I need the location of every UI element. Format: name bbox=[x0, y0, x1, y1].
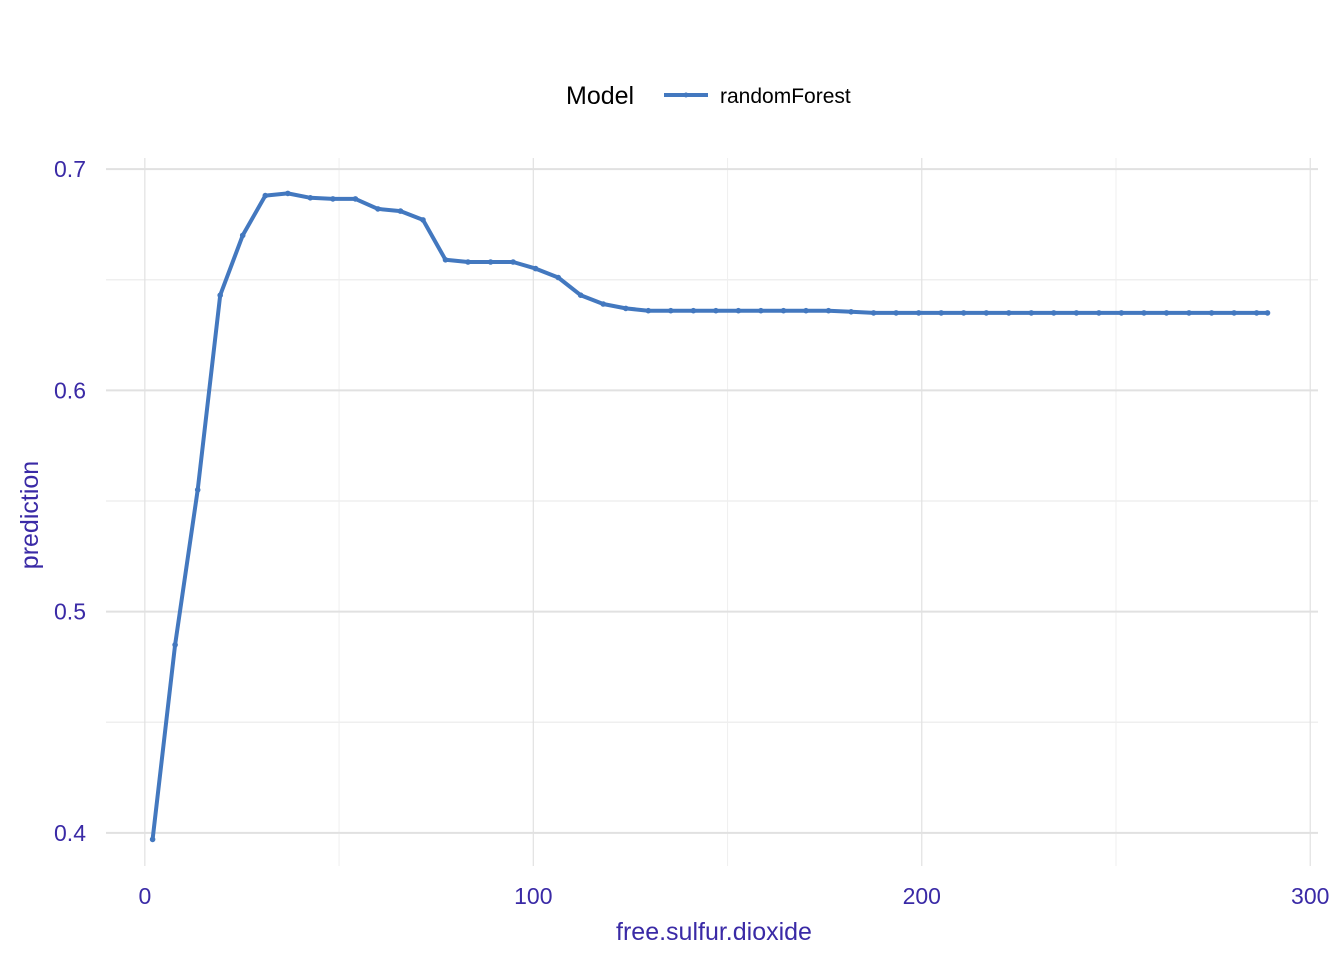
x-tick-label: 200 bbox=[903, 883, 941, 909]
data-point bbox=[1186, 310, 1192, 316]
data-point bbox=[983, 310, 990, 316]
series-line-randomForest bbox=[150, 191, 1270, 842]
data-point bbox=[803, 307, 809, 314]
data-point bbox=[577, 292, 584, 299]
data-point bbox=[262, 192, 269, 199]
data-point bbox=[1253, 310, 1260, 316]
data-point bbox=[532, 265, 539, 272]
data-point bbox=[645, 307, 652, 314]
y-tick-label: 0.7 bbox=[54, 156, 86, 182]
y-axis-title: prediction bbox=[16, 461, 44, 569]
data-point bbox=[1073, 310, 1080, 316]
x-tick-label: 100 bbox=[514, 883, 552, 909]
data-point bbox=[848, 309, 854, 315]
data-point bbox=[149, 836, 156, 843]
y-tick-label: 0.4 bbox=[54, 820, 86, 846]
legend-label-randomForest: randomForest bbox=[720, 85, 851, 108]
x-axis-title: free.sulfur.dioxide bbox=[616, 918, 812, 946]
data-point bbox=[1096, 310, 1102, 316]
data-point bbox=[960, 310, 967, 316]
y-tick-label: 0.5 bbox=[54, 599, 86, 625]
data-point bbox=[375, 206, 381, 212]
data-point bbox=[510, 259, 516, 265]
tick-labels: 0 100 200 300 0.4 0.5 0.6 0.7 bbox=[54, 156, 1329, 909]
data-point bbox=[465, 259, 471, 265]
data-point bbox=[825, 307, 832, 314]
data-point bbox=[330, 196, 336, 202]
data-point bbox=[735, 307, 742, 314]
legend-title: Model bbox=[566, 82, 634, 110]
data-point bbox=[397, 208, 404, 214]
data-point bbox=[239, 232, 246, 239]
data-point bbox=[623, 305, 629, 312]
legend: Model randomForest bbox=[566, 82, 851, 110]
data-point bbox=[1231, 310, 1237, 316]
data-point bbox=[555, 274, 561, 281]
data-point bbox=[1006, 310, 1012, 316]
data-point bbox=[1028, 310, 1035, 316]
data-point bbox=[870, 310, 877, 316]
x-tick-label: 300 bbox=[1291, 883, 1329, 909]
grid bbox=[106, 158, 1318, 866]
data-point bbox=[600, 301, 606, 307]
data-point bbox=[1264, 310, 1271, 316]
data-point bbox=[1118, 310, 1125, 316]
data-point bbox=[172, 642, 178, 648]
series-layer bbox=[149, 190, 1271, 843]
data-point bbox=[758, 307, 764, 314]
y-tick-label: 0.6 bbox=[54, 377, 86, 403]
data-point bbox=[780, 307, 787, 314]
data-point bbox=[217, 292, 223, 299]
data-point bbox=[938, 310, 944, 316]
data-point bbox=[915, 310, 922, 316]
data-point bbox=[420, 217, 426, 223]
data-point bbox=[352, 196, 359, 202]
data-point bbox=[690, 307, 697, 314]
x-tick-label: 0 bbox=[138, 883, 151, 909]
data-point bbox=[713, 307, 719, 314]
data-point bbox=[1163, 310, 1170, 316]
data-point bbox=[487, 259, 494, 265]
data-point bbox=[442, 257, 449, 263]
data-point bbox=[194, 487, 201, 493]
data-point bbox=[1208, 310, 1215, 316]
data-point bbox=[307, 195, 314, 201]
data-point bbox=[1141, 310, 1147, 316]
legend-key-point bbox=[683, 92, 689, 98]
data-point bbox=[285, 190, 291, 197]
data-point bbox=[1051, 310, 1057, 316]
data-point bbox=[668, 307, 674, 314]
data-point bbox=[893, 310, 899, 316]
